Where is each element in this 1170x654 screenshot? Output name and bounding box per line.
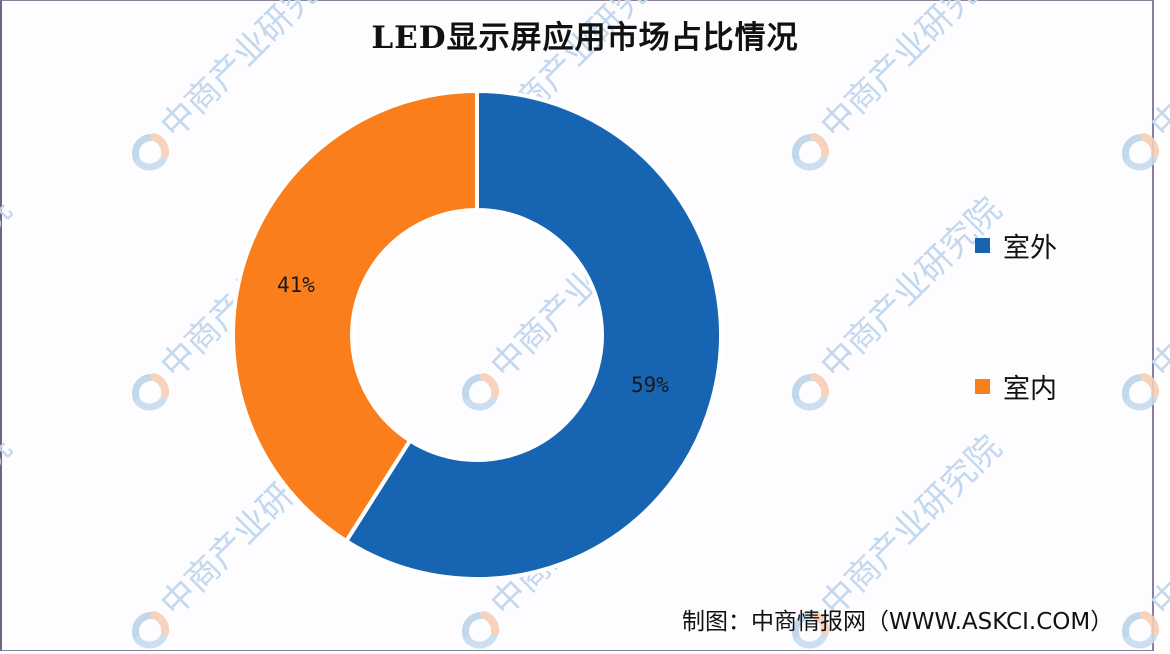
source-note: 制图：中商情报网（WWW.ASKCI.COM） xyxy=(682,609,1114,635)
legend-label-indoor: 室内 xyxy=(1003,374,1057,405)
slice-label-indoor: 41% xyxy=(277,273,315,297)
donut-slice-indoor[interactable] xyxy=(231,88,479,544)
legend-item-outdoor[interactable]: 室外 xyxy=(975,226,1057,265)
slice-label-outdoor: 59% xyxy=(631,373,669,397)
donut-slices xyxy=(231,88,723,581)
legend-swatch-outdoor xyxy=(975,238,990,253)
donut-slice-outdoor[interactable] xyxy=(343,88,723,581)
legend-label-outdoor: 室外 xyxy=(1003,233,1057,264)
legend-swatch-indoor xyxy=(975,379,990,394)
legend-item-indoor[interactable]: 室内 xyxy=(975,367,1057,406)
chart-title: LED显示屏应用市场占比情况 xyxy=(371,20,799,56)
